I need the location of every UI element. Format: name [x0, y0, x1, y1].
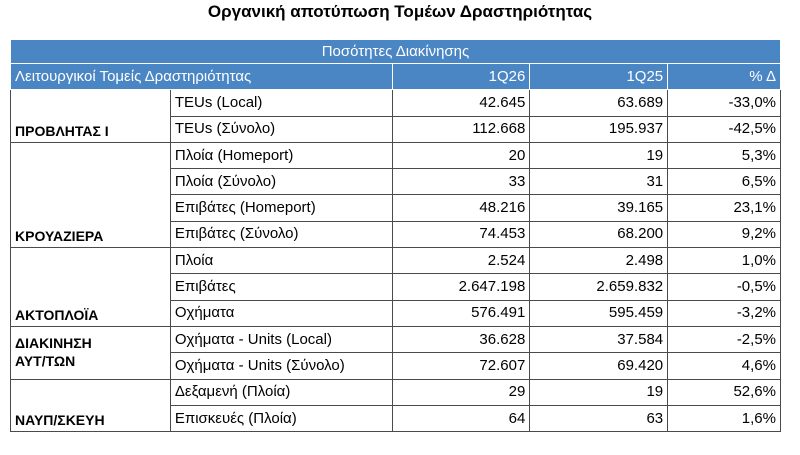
- data-table: Ποσότητες Διακίνησης Λειτουργικοί Τομείς…: [9, 39, 781, 433]
- value-cell: 23,1%: [667, 194, 781, 222]
- value-cell: -2,5%: [667, 325, 781, 354]
- value-cell: 5,3%: [667, 141, 781, 170]
- group-label-text: ΑΚΤΟΠΛΟΪΑ: [15, 306, 99, 323]
- value-cell: 1,6%: [667, 404, 781, 433]
- value-cell: 69.420: [529, 352, 669, 380]
- table-row: ΚΡΟΥΑΖΙΕΡΑ Πλοία (Homeport) 20 19 5,3%: [10, 141, 781, 249]
- value-cell: 19: [529, 378, 669, 406]
- group-label-text: ΠΡΟΒΛΗΤΑΣ Ι: [15, 122, 109, 139]
- metric-cell: Πλοία (Homeport): [169, 141, 394, 170]
- table-row: Επιβάτες (Homeport) 48.216 39.165 23,1%: [11, 194, 781, 222]
- table-row: ΝΑΥΠ/ΣΚΕΥΗ Δεξαμενή (Πλοία) 29 19 52,6%: [10, 378, 781, 433]
- group-label-text: ΔΙΑΚΙΝΗΣΗ ΑΥΤ/ΤΩΝ: [15, 334, 92, 369]
- value-cell: 37.584: [529, 325, 669, 354]
- value-cell: 52,6%: [667, 378, 781, 406]
- metric-cell: Οχήματα - Units (Local): [169, 325, 394, 354]
- group-label: ΑΚΤΟΠΛΟΪΑ: [10, 247, 171, 327]
- value-cell: -0,5%: [667, 273, 781, 301]
- value-cell: 2.647.198: [392, 273, 531, 301]
- table-row: Επισκευές (Πλοία) 64 63 1,6%: [11, 404, 781, 433]
- value-cell: 42.645: [392, 89, 531, 117]
- group-label: ΔΙΑΚΙΝΗΣΗ ΑΥΤ/ΤΩΝ: [10, 325, 171, 380]
- value-cell: 4,6%: [667, 352, 781, 380]
- value-cell: 1,0%: [667, 247, 781, 275]
- value-cell: 20: [392, 141, 531, 170]
- value-cell: 63: [529, 404, 669, 433]
- table-caption: Ποσότητες Διακίνησης: [10, 39, 781, 64]
- table-row: Επιβάτες (Σύνολο) 74.453 68.200 9,2%: [11, 220, 781, 249]
- metric-cell: Οχήματα - Units (Σύνολο): [169, 352, 394, 380]
- group-label: ΚΡΟΥΑΖΙΕΡΑ: [10, 141, 171, 249]
- group-label: ΠΡΟΒΛΗΤΑΣ Ι: [10, 89, 171, 143]
- column-header: 1Q26: [392, 62, 531, 91]
- column-header: 1Q25: [529, 62, 669, 91]
- value-cell: 36.628: [392, 325, 531, 354]
- value-cell: 33: [392, 168, 531, 196]
- value-cell: -3,2%: [667, 299, 781, 327]
- metric-cell: Επισκευές (Πλοία): [169, 404, 394, 433]
- group-label: ΝΑΥΠ/ΣΚΕΥΗ: [10, 378, 171, 433]
- metric-cell: Οχήματα: [169, 299, 394, 327]
- value-cell: -33,0%: [667, 89, 781, 117]
- metric-cell: TEUs (Local): [169, 89, 394, 117]
- metric-cell: Επιβάτες (Homeport): [169, 194, 394, 222]
- table-row: ΑΚΤΟΠΛΟΪΑ Πλοία 2.524 2.498 1,0%: [10, 247, 781, 327]
- value-cell: 63.689: [529, 89, 669, 117]
- value-cell: 64: [392, 404, 531, 433]
- value-cell: 19: [529, 141, 669, 170]
- table-row: ΠΡΟΒΛΗΤΑΣ Ι TEUs (Local) 42.645 63.689 -33,0…: [10, 89, 781, 143]
- value-cell: 576.491: [392, 299, 531, 327]
- value-cell: 68.200: [529, 220, 669, 249]
- value-cell: 72.607: [392, 352, 531, 380]
- value-cell: 2.659.832: [529, 273, 669, 301]
- metric-cell: Δεξαμενή (Πλοία): [169, 378, 394, 406]
- table-row: Οχήματα 576.491 595.459 -3,2%: [11, 299, 781, 327]
- table-row: TEUs (Σύνολο) 112.668 195.937 -42,5%: [11, 115, 781, 143]
- metric-cell: Πλοία: [169, 247, 394, 275]
- metric-cell: Πλοία (Σύνολο): [169, 168, 394, 196]
- value-cell: 74.453: [392, 220, 531, 249]
- value-cell: 595.459: [529, 299, 669, 327]
- group-label-text: ΝΑΥΠ/ΣΚΕΥΗ: [15, 412, 105, 429]
- metric-cell: TEUs (Σύνολο): [169, 115, 394, 143]
- value-cell: 39.165: [529, 194, 669, 222]
- value-cell: 6,5%: [667, 168, 781, 196]
- column-header: Λειτουργικοί Τομείς Δραστηριότητας: [9, 62, 394, 91]
- table-row: Οχήματα - Units (Σύνολο) 72.607 69.420 4,6%: [11, 352, 781, 380]
- column-header: % Δ: [667, 62, 781, 91]
- table-row: Επιβάτες 2.647.198 2.659.832 -0,5%: [11, 273, 781, 301]
- value-cell: 48.216: [392, 194, 531, 222]
- table-row: Πλοία (Σύνολο) 33 31 6,5%: [11, 168, 781, 196]
- metric-cell: Επιβάτες: [169, 273, 394, 301]
- value-cell: 2.524: [392, 247, 531, 275]
- value-cell: 2.498: [529, 247, 669, 275]
- value-cell: 9,2%: [667, 220, 781, 249]
- metric-cell: Επιβάτες (Σύνολο): [169, 220, 394, 249]
- page-title: Οργανική αποτύπωση Τομέων Δραστηριότητας: [207, 2, 593, 21]
- group-label-text: ΚΡΟΥΑΖΙΕΡΑ: [15, 228, 104, 245]
- value-cell: 195.937: [529, 115, 669, 143]
- value-cell: 31: [529, 168, 669, 196]
- value-cell: 112.668: [392, 115, 531, 143]
- value-cell: 29: [392, 378, 531, 406]
- table-row: ΔΙΑΚΙΝΗΣΗ ΑΥΤ/ΤΩΝ Οχήματα - Units (Local)…: [10, 325, 781, 380]
- value-cell: -42,5%: [667, 115, 781, 143]
